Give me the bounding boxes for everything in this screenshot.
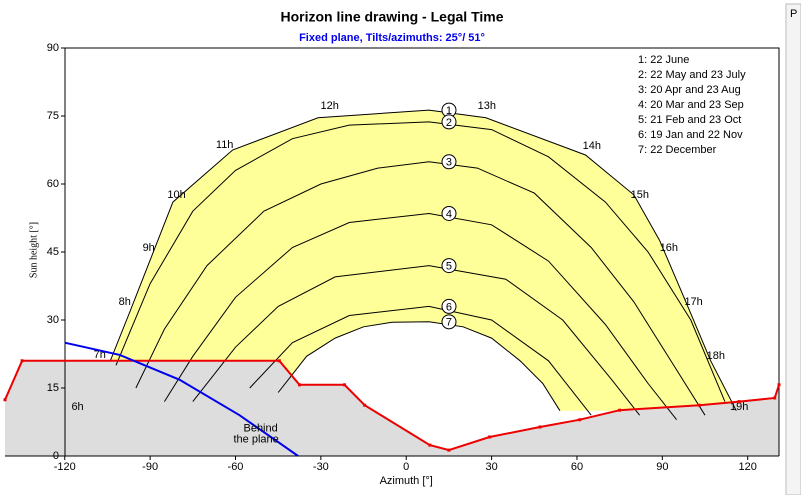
legend-entry: 6: 19 Jan and 22 Nov <box>638 129 743 141</box>
horizon-point <box>3 398 7 402</box>
y-tick-label: 75 <box>47 110 59 122</box>
horizon-point <box>277 359 281 363</box>
hour-label: 16h <box>660 242 678 254</box>
side-panel-text: P <box>790 8 797 20</box>
sun-path <box>109 109 737 411</box>
legend-entry: 7: 22 December <box>638 144 717 156</box>
y-tick-label: 60 <box>47 178 59 190</box>
curve-marker-circle <box>441 314 457 330</box>
sun-path <box>135 161 706 416</box>
curve-marker: 5 <box>441 258 457 274</box>
horizon-point <box>342 383 346 387</box>
sun-region <box>110 110 737 411</box>
curve-marker-label: 4 <box>446 208 452 220</box>
horizon-point <box>697 403 701 407</box>
hour-label: 18h <box>707 350 725 362</box>
sun-path <box>192 265 640 416</box>
curve-marker-circle <box>441 205 457 221</box>
y-tick-label: 15 <box>47 382 59 394</box>
horizon-point <box>363 403 367 407</box>
curve-marker: 1 <box>441 102 457 118</box>
hour-label: 15h <box>631 189 649 201</box>
curve-marker-circle <box>441 114 457 130</box>
x-tick-label: -120 <box>54 461 76 473</box>
curve-marker-label: 1 <box>446 105 452 117</box>
curve-marker: 3 <box>441 154 457 170</box>
horizon-point <box>298 383 302 387</box>
x-tick-label: -90 <box>142 461 158 473</box>
hour-label: 8h <box>119 296 131 308</box>
sun-path <box>277 321 561 411</box>
horizon-point <box>447 448 451 452</box>
curve-marker-circle <box>441 258 457 274</box>
legend-entry: 4: 20 Mar and 23 Sep <box>638 99 744 111</box>
horizon-point <box>488 435 492 439</box>
legend-entry: 1: 22 June <box>638 54 689 66</box>
curve-marker-label: 5 <box>446 261 452 273</box>
y-tick-label: 45 <box>47 246 59 258</box>
curve-marker: 2 <box>441 114 457 130</box>
legend-entry: 2: 22 May and 23 July <box>638 69 746 81</box>
hour-label: 12h <box>321 100 339 112</box>
hour-label: 13h <box>478 100 496 112</box>
plane-limit <box>64 341 299 457</box>
horizon-point <box>777 383 781 387</box>
side-panel <box>785 3 801 495</box>
curve-marker-label: 6 <box>446 301 452 313</box>
sun-path <box>115 121 726 402</box>
horizon-point <box>538 425 542 429</box>
x-tick-label: 30 <box>485 461 497 473</box>
x-tick-label: 120 <box>739 461 757 473</box>
curve-marker-label: 7 <box>446 317 452 329</box>
sun-path <box>249 305 592 416</box>
chart-subtitle: Fixed plane, Tilts/azimuths: 25°/ 51° <box>299 32 485 44</box>
curve-marker: 7 <box>441 314 457 330</box>
curve-marker-circle <box>441 298 457 314</box>
x-axis-label: Azimuth [°] <box>380 475 433 487</box>
horizon-point <box>578 418 582 422</box>
horizon-point <box>428 443 432 447</box>
x-tick-label: 0 <box>403 461 409 473</box>
y-tick-label: 90 <box>47 42 59 54</box>
horizon-point <box>618 408 622 412</box>
plane-limit-label: the plane <box>233 434 278 446</box>
x-tick-label: -30 <box>313 461 329 473</box>
y-axis-label: Sun height [°] <box>28 222 39 278</box>
hour-label: 6h <box>71 401 83 413</box>
legend-entry: 5: 21 Feb and 23 Oct <box>638 114 741 126</box>
horizon-line <box>4 359 780 452</box>
x-tick-label: -60 <box>228 461 244 473</box>
hour-label: 17h <box>684 296 702 308</box>
x-tick-label: 90 <box>656 461 668 473</box>
hour-label: 11h <box>216 139 234 151</box>
hour-label: 19h <box>730 401 748 413</box>
curve-marker: 6 <box>441 298 457 314</box>
curve-marker-label: 3 <box>446 157 452 169</box>
chart-title: Horizon line drawing - Legal Time <box>281 9 504 25</box>
sun-path <box>163 212 677 421</box>
y-tick-label: 30 <box>47 314 59 326</box>
horizon-point <box>20 359 24 363</box>
hour-label: 14h <box>583 140 601 152</box>
x-tick-label: 60 <box>571 461 583 473</box>
curve-marker-label: 2 <box>446 117 452 129</box>
y-tick-label: 0 <box>53 450 59 462</box>
horizon-point <box>773 396 777 400</box>
legend-entry: 3: 20 Apr and 23 Aug <box>638 84 741 96</box>
curve-marker-circle <box>441 154 457 170</box>
hour-label: 10h <box>167 189 185 201</box>
hour-label: 9h <box>143 242 155 254</box>
curve-marker: 4 <box>441 205 457 221</box>
horizon-point <box>737 400 741 404</box>
ground-region <box>5 360 779 456</box>
plane-limit-label: Behind <box>243 423 277 435</box>
